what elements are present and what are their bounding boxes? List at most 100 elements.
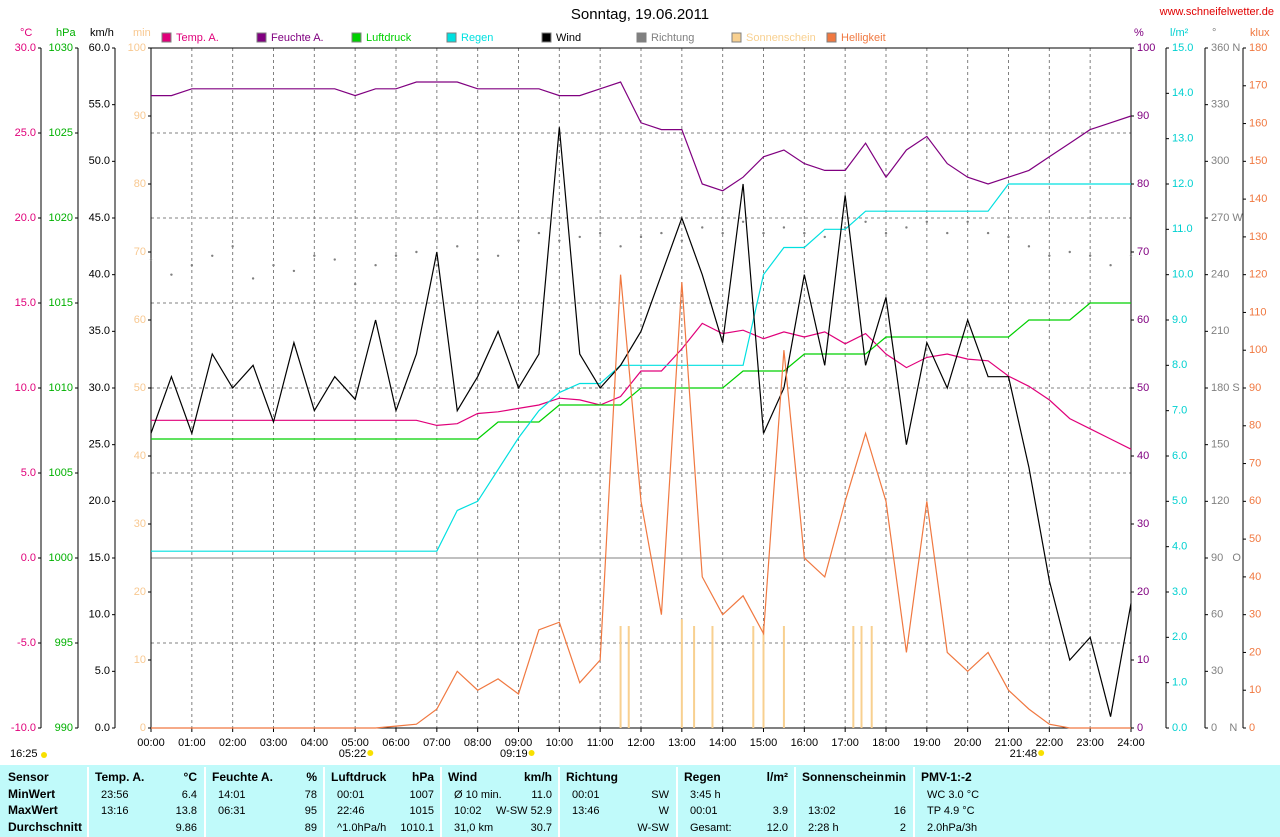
sunshine-bar [852,626,855,728]
axis-tick-label: 10 [1249,684,1261,696]
direction-dot [476,258,479,261]
x-tick-label: 13:00 [668,737,696,749]
x-tick-label: 17:00 [831,737,859,749]
direction-dot [149,258,153,261]
direction-dot [537,231,541,235]
axis-tick-label: 0 [1249,722,1255,734]
table-cell: MaxWert [8,803,58,817]
direction-dot [333,258,336,261]
legend-swatch [541,32,552,43]
axis-tick-label: 15.0 [15,297,36,309]
axis-tick-label: 70 [134,246,146,258]
direction-dot [313,254,316,257]
direction-dot [823,235,826,239]
x-tick-label: 05:00 [341,737,369,749]
table-cell: 9.86 [176,822,197,834]
sun-marker [528,750,535,756]
table-cell: W-SW 52.9 [496,805,552,817]
direction-dot [803,231,806,235]
table-cell: 00:01 [690,805,718,817]
sunshine-bar [619,626,622,728]
direction-dot [966,220,969,223]
axis-tick-label: 1030 [49,42,73,54]
axis-tick-label: 6.0 [1172,450,1187,462]
x-tick-label: 11:00 [587,737,614,749]
table-cell: TP 4.9 °C [927,805,975,817]
table-cell: 12.0 [767,822,788,834]
axis-tick-label: 990 [55,722,73,734]
direction-dot [660,231,663,235]
axis-tick-label: 150 [1211,439,1229,451]
axis-tick-label: 270 W [1211,212,1243,224]
x-tick-label: 18:00 [872,737,900,749]
legend-swatch [256,32,267,43]
axis-tick-label: 20 [1249,646,1261,658]
axis-tick-label: 300 [1211,155,1229,167]
axis-tick-label: 40.0 [89,269,110,281]
axis-tick-label: 15.0 [1172,42,1193,54]
table-header: Sensor [8,770,49,784]
axis-tick-label: 40 [1137,450,1149,462]
table-cell: 31,0 km [454,822,493,834]
series-line [151,183,1131,552]
table-cell: 00:01 [337,789,365,801]
axis-tick-label: 1000 [49,552,73,564]
axis-tick-label: 7.0 [1172,405,1187,417]
table-header: Wind [448,770,477,784]
x-tick-label: 12:00 [627,737,655,749]
direction-dot [598,231,602,235]
direction-dot [905,226,908,229]
direction-dot [619,245,622,248]
axis-tick-label: 25.0 [15,127,36,139]
direction-dot [211,254,214,257]
axis-tick-label: 11.0 [1172,223,1193,235]
axis-tick-label: 8.0 [1172,359,1187,371]
direction-dot [1048,254,1051,257]
direction-dot [782,226,786,229]
table-cell: 16 [894,805,906,817]
x-tick-label: 01:00 [178,737,206,749]
table-cell: 78 [305,789,317,801]
axis-tick-label: 360 N [1211,42,1240,54]
direction-dot [1109,264,1112,267]
series-line [151,322,1132,450]
axis-tick-label: 330 [1211,99,1229,111]
table-cell: 89 [305,822,317,834]
table-cell: 2 [900,822,906,834]
table-cell: 13:16 [101,805,129,817]
sunshine-bar [680,619,683,728]
x-tick-label: 10:00 [546,737,574,749]
axis-tick-label: 15.0 [89,552,110,564]
legend-swatch [636,32,647,43]
table-cell: ^1.0hPa/h [337,822,386,834]
direction-dot [374,264,377,267]
axis-tick-label: 10 [134,654,146,666]
x-tick-label: 06:00 [382,737,410,749]
direction-dot [884,231,888,235]
sun-marker [367,750,374,756]
axis-tick-label: 10 [1137,654,1149,666]
axis-tick-label: 14.0 [1172,87,1193,99]
axis-tick-label: 25.0 [89,439,110,451]
axis-tick-label: 30 [134,518,146,530]
legend-label: Helligkeit [841,32,886,44]
axis-tick-label: 180 S [1211,382,1240,394]
table-unit: hPa [412,770,434,784]
direction-dot [762,231,765,235]
axis-tick-label: 12.0 [1172,178,1193,190]
axis-unit: klux [1250,27,1270,39]
axis-tick-label: 40 [134,450,146,462]
table-header: PMV-1:-2 [921,770,972,784]
axis-tick-label: 20 [1137,586,1149,598]
axis-tick-label: 1020 [49,212,73,224]
table-unit: l/m² [767,770,788,784]
direction-dot [639,235,643,239]
table-cell: 6.4 [182,789,197,801]
axis-tick-label: 995 [55,637,73,649]
sunshine-bar [782,626,785,728]
legend-label: Luftdruck [366,32,412,44]
direction-dot [680,239,684,242]
sun-marker [1038,750,1045,756]
axis-unit: l/m² [1170,27,1189,39]
x-tick-label: 07:00 [423,737,451,749]
